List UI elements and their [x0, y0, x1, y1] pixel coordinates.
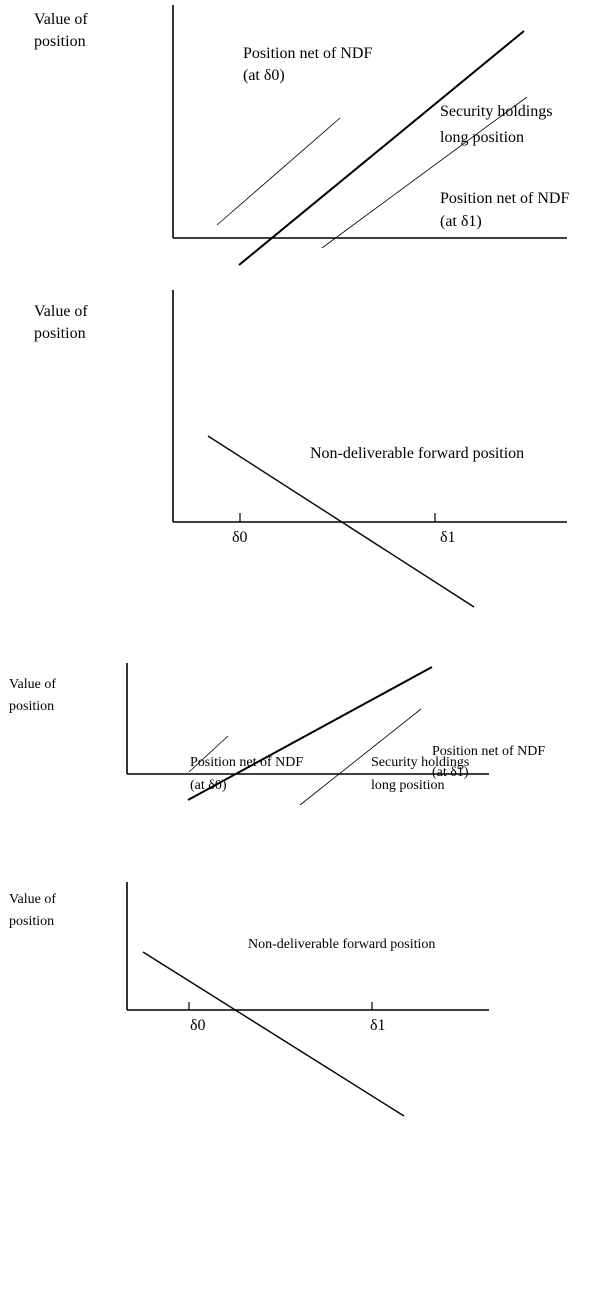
panel-1-line-net-of-ndf-at-delta0	[216, 117, 341, 226]
panel-3-line-net-of-ndf-at-delta0	[188, 735, 229, 773]
panel-1-label-net-of-ndf-delta1-line-2: (at δ1)	[440, 213, 482, 230]
panel-3-label-net-of-ndf-delta0-line-2: (at δ0)	[190, 778, 227, 793]
panel-4-y-axis-label-line-1: Value of	[9, 892, 56, 907]
panel-3-y-axis-label-line-2: position	[9, 699, 54, 714]
panel-4-ndf-position: Value of position δ0 δ1 Non-deliverable …	[9, 882, 489, 1117]
panel-3-label-security-holdings-line-2: long position	[371, 778, 445, 793]
panel-3-label-security-holdings-line-1: Security holdings	[371, 755, 469, 770]
panel-3-label-net-of-ndf-delta0-line-1: Position net of NDF	[190, 755, 303, 770]
panel-2-line-ndf-position	[207, 435, 475, 608]
panel-1-y-axis-label-line-2: position	[34, 33, 86, 50]
panel-2-label-ndf-position: Non-deliverable forward position	[310, 445, 524, 462]
panel-1-label-net-of-ndf-delta0-line-2: (at δ0)	[243, 67, 285, 84]
panel-1-line-net-of-ndf-at-delta1	[321, 96, 528, 249]
panel-1-label-net-of-ndf-delta1-line-1: Position net of NDF	[440, 190, 569, 207]
panel-2-ndf-position: Value of position δ0 δ1 Non-deliverable …	[34, 290, 567, 608]
panel-3-label-net-of-ndf-delta1-line-2: (at δ1)	[432, 765, 469, 780]
panel-3-line-net-of-ndf-at-delta1	[299, 708, 422, 806]
panel-1-line-security-holdings	[238, 30, 525, 266]
panel-2-tick-label-delta0: δ0	[232, 529, 248, 546]
panel-3-security-and-hedged-positions: Value of position Position net of NDF (a…	[9, 663, 545, 806]
panel-4-label-ndf-position: Non-deliverable forward position	[248, 937, 435, 952]
panel-4-tick-label-delta1: δ1	[370, 1017, 386, 1034]
panel-1-label-net-of-ndf-delta0-line-1: Position net of NDF	[243, 45, 372, 62]
panel-2-y-axis-label-line-2: position	[34, 325, 86, 342]
panel-3-y-axis-label-line-1: Value of	[9, 677, 56, 692]
panel-1-y-axis-label-line-1: Value of	[34, 11, 88, 28]
panel-1-label-security-holdings-line-1: Security holdings	[440, 103, 552, 120]
panel-4-line-ndf-position	[142, 951, 405, 1117]
panel-3-label-net-of-ndf-delta1-line-1: Position net of NDF	[432, 744, 545, 759]
panel-1-security-and-hedged-positions: Value of position Position net of NDF (a…	[34, 5, 569, 266]
panel-2-y-axis-label-line-1: Value of	[34, 303, 88, 320]
panel-3-line-security-holdings	[187, 666, 433, 801]
panel-2-tick-label-delta1: δ1	[440, 529, 456, 546]
panel-4-y-axis-label-line-2: position	[9, 914, 54, 929]
panel-1-label-security-holdings-line-2: long position	[440, 129, 524, 146]
panel-4-tick-label-delta0: δ0	[190, 1017, 206, 1034]
